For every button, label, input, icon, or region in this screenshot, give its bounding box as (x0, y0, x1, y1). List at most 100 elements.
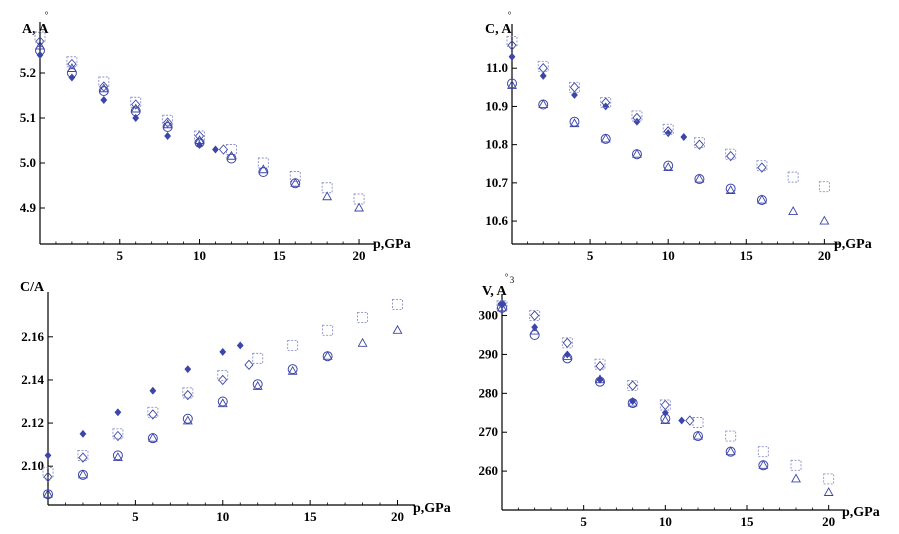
y-tick-label: 300 (479, 308, 499, 323)
open-diamond-point (218, 374, 228, 386)
y-axis-label-ring: ° (508, 10, 512, 20)
filled-diamond-point (508, 52, 516, 61)
series-open-triangle (507, 79, 830, 225)
open-triangle-point (663, 162, 674, 172)
series-filled-diamond (508, 52, 688, 141)
open-square-point (627, 380, 639, 392)
y-tick-label: 2.10 (21, 458, 44, 473)
filled-diamond-point (212, 145, 219, 154)
open-triangle-point (182, 415, 193, 425)
series-open-circle (507, 78, 767, 206)
y-tick-label: 10.8 (485, 137, 508, 152)
open-triangle-point (529, 325, 540, 335)
filled-diamond-point (44, 451, 52, 460)
open-triangle-point (290, 177, 301, 187)
open-triangle-point (725, 446, 736, 456)
y-tick-label: 4.9 (20, 200, 37, 215)
filled-diamond-point (629, 397, 637, 406)
open-triangle-point (660, 415, 671, 425)
open-diamond-point (628, 380, 638, 391)
x-tick-label: 20 (818, 248, 831, 263)
open-square-point (42, 467, 54, 479)
open-square-point (693, 137, 705, 149)
open-diamond-point (148, 409, 158, 420)
open-diamond-point (244, 359, 254, 371)
open-diamond-point (685, 415, 695, 426)
open-square-point (321, 182, 333, 194)
x-tick-label: 15 (741, 514, 755, 529)
open-circle-point (98, 86, 109, 96)
open-triangle-point (162, 119, 173, 129)
open-square-point (537, 60, 549, 72)
open-diamond-point (757, 162, 767, 173)
open-diamond-point (183, 389, 193, 401)
open-diamond-point (43, 471, 53, 483)
open-diamond-point (694, 139, 705, 150)
open-circle-point (258, 167, 269, 177)
open-triangle-point (694, 173, 705, 183)
open-circle-point (162, 122, 173, 132)
x-tick-label: 10 (193, 248, 206, 263)
open-diamond-point (530, 310, 540, 321)
open-diamond-point (663, 126, 673, 137)
y-axis-label: C, A (485, 22, 512, 37)
y-tick-label: 10.9 (485, 98, 508, 113)
open-triangle-point (569, 118, 580, 128)
open-triangle-point (354, 202, 365, 212)
filled-diamond-point (664, 129, 672, 138)
open-square-point (287, 339, 299, 351)
y-tick-label: 270 (479, 424, 499, 439)
y-tick-label: 5.0 (20, 155, 36, 170)
y-tick-label: 5.2 (20, 65, 36, 80)
open-triangle-point (788, 206, 799, 215)
y-tick-label: 2.14 (21, 372, 44, 387)
chart-panel-2: 5 10 15 20 10.6 10.7 10.8 10.9 11.0 C, A ° p,GPa (485, 10, 872, 263)
open-diamond-point (601, 97, 611, 108)
filled-diamond-point (633, 117, 641, 126)
filled-diamond-point (563, 350, 571, 359)
open-square-point (823, 473, 835, 485)
open-square-point (600, 97, 612, 109)
series-open-circle (35, 45, 301, 189)
open-square-point (725, 148, 737, 160)
filled-diamond-point (680, 133, 688, 141)
open-circle-point (562, 353, 573, 364)
x-tick-label: 15 (740, 248, 754, 263)
y-tick-label: 10.7 (485, 175, 508, 190)
x-tick-label: 10 (659, 514, 672, 529)
filled-diamond-point (79, 429, 87, 438)
open-diamond-point (131, 99, 141, 110)
series-open-square (42, 299, 403, 479)
open-circle-point (182, 413, 193, 424)
open-circle-point (66, 68, 77, 78)
open-triangle-point (226, 150, 237, 160)
open-diamond-point (99, 81, 109, 92)
open-triangle-point (693, 430, 703, 440)
open-square-point (353, 193, 365, 205)
x-tick-label: 5 (117, 248, 124, 263)
filled-diamond-point (132, 114, 140, 122)
series-open-square (496, 300, 835, 485)
open-diamond-point (595, 360, 605, 372)
y-axis-label-power: 3 (510, 275, 515, 285)
open-square-point (818, 181, 830, 193)
open-circle-point (595, 376, 605, 387)
filled-diamond-point (149, 386, 157, 395)
open-triangle-point (631, 148, 642, 158)
open-diamond-point (497, 298, 507, 310)
x-axis-label: p,GPa (842, 505, 880, 520)
open-triangle-point (252, 380, 263, 390)
series-open-diamond (507, 40, 767, 173)
x-tick-label: 20 (822, 514, 835, 529)
open-diamond-point (632, 112, 642, 124)
open-square-point (506, 36, 518, 47)
series-open-square (34, 31, 365, 205)
open-circle-point (287, 364, 298, 375)
series-open-square (506, 36, 830, 193)
y-axis-label: C/A (20, 280, 45, 295)
filled-diamond-point (164, 132, 172, 140)
y-tick-label: 5.1 (20, 110, 36, 125)
y-tick-label: 2.12 (21, 415, 44, 430)
open-square-point (787, 171, 799, 183)
